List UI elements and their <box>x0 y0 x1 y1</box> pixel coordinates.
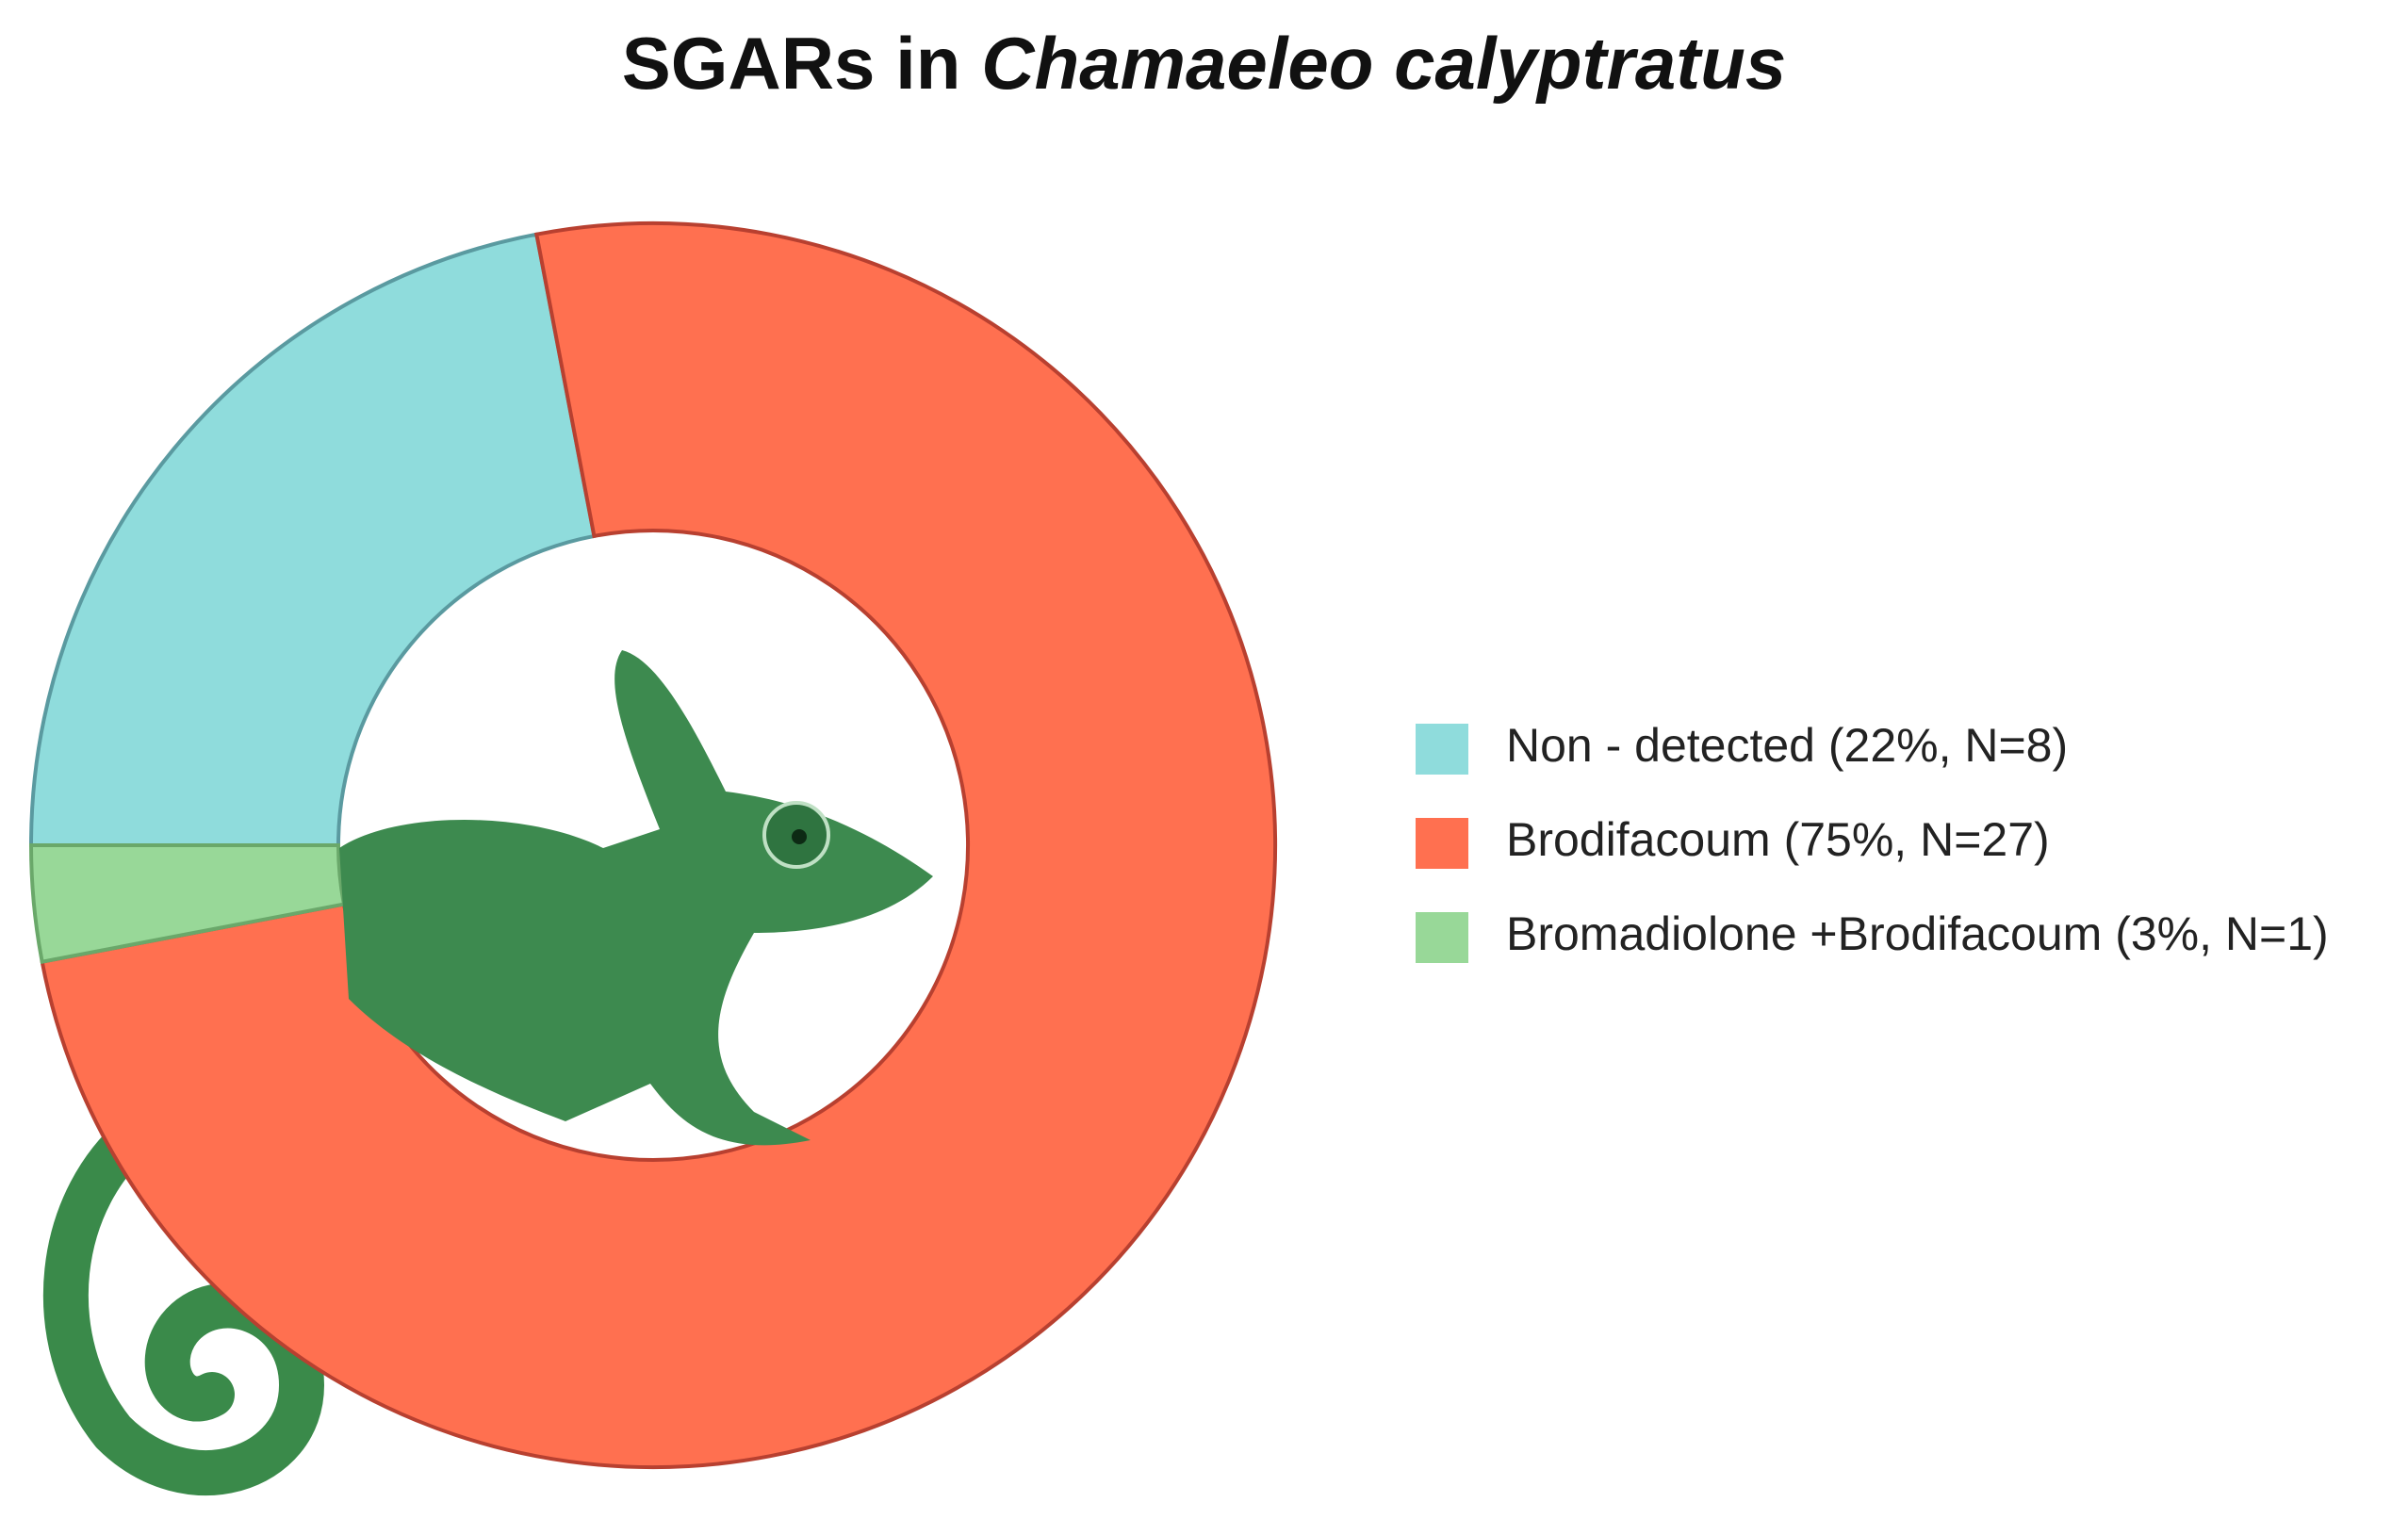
chameleon <box>339 650 933 1146</box>
chameleon-tail <box>43 1108 325 1496</box>
chameleon-pupil <box>792 829 807 844</box>
title-species: Chamaeleo calyptratus <box>981 22 1787 105</box>
chart-title: SGARs in Chamaeleo calyptratus <box>0 21 2408 106</box>
title-text: SGARs in <box>621 22 961 105</box>
legend-label: Bromadiolone +Brodifacoum (3%, N=1) <box>1506 907 2329 960</box>
legend-swatch <box>1416 818 1468 869</box>
chameleon-body <box>339 650 933 1146</box>
legend-swatch <box>1416 724 1468 775</box>
donut-slice <box>40 221 1277 1469</box>
donut-slice <box>28 232 597 847</box>
legend-swatch <box>1416 912 1468 963</box>
legend-label: Brodifacoum (75%, N=27) <box>1506 813 2050 866</box>
legend-label: Non - detected (22%, N=8) <box>1506 719 2068 772</box>
